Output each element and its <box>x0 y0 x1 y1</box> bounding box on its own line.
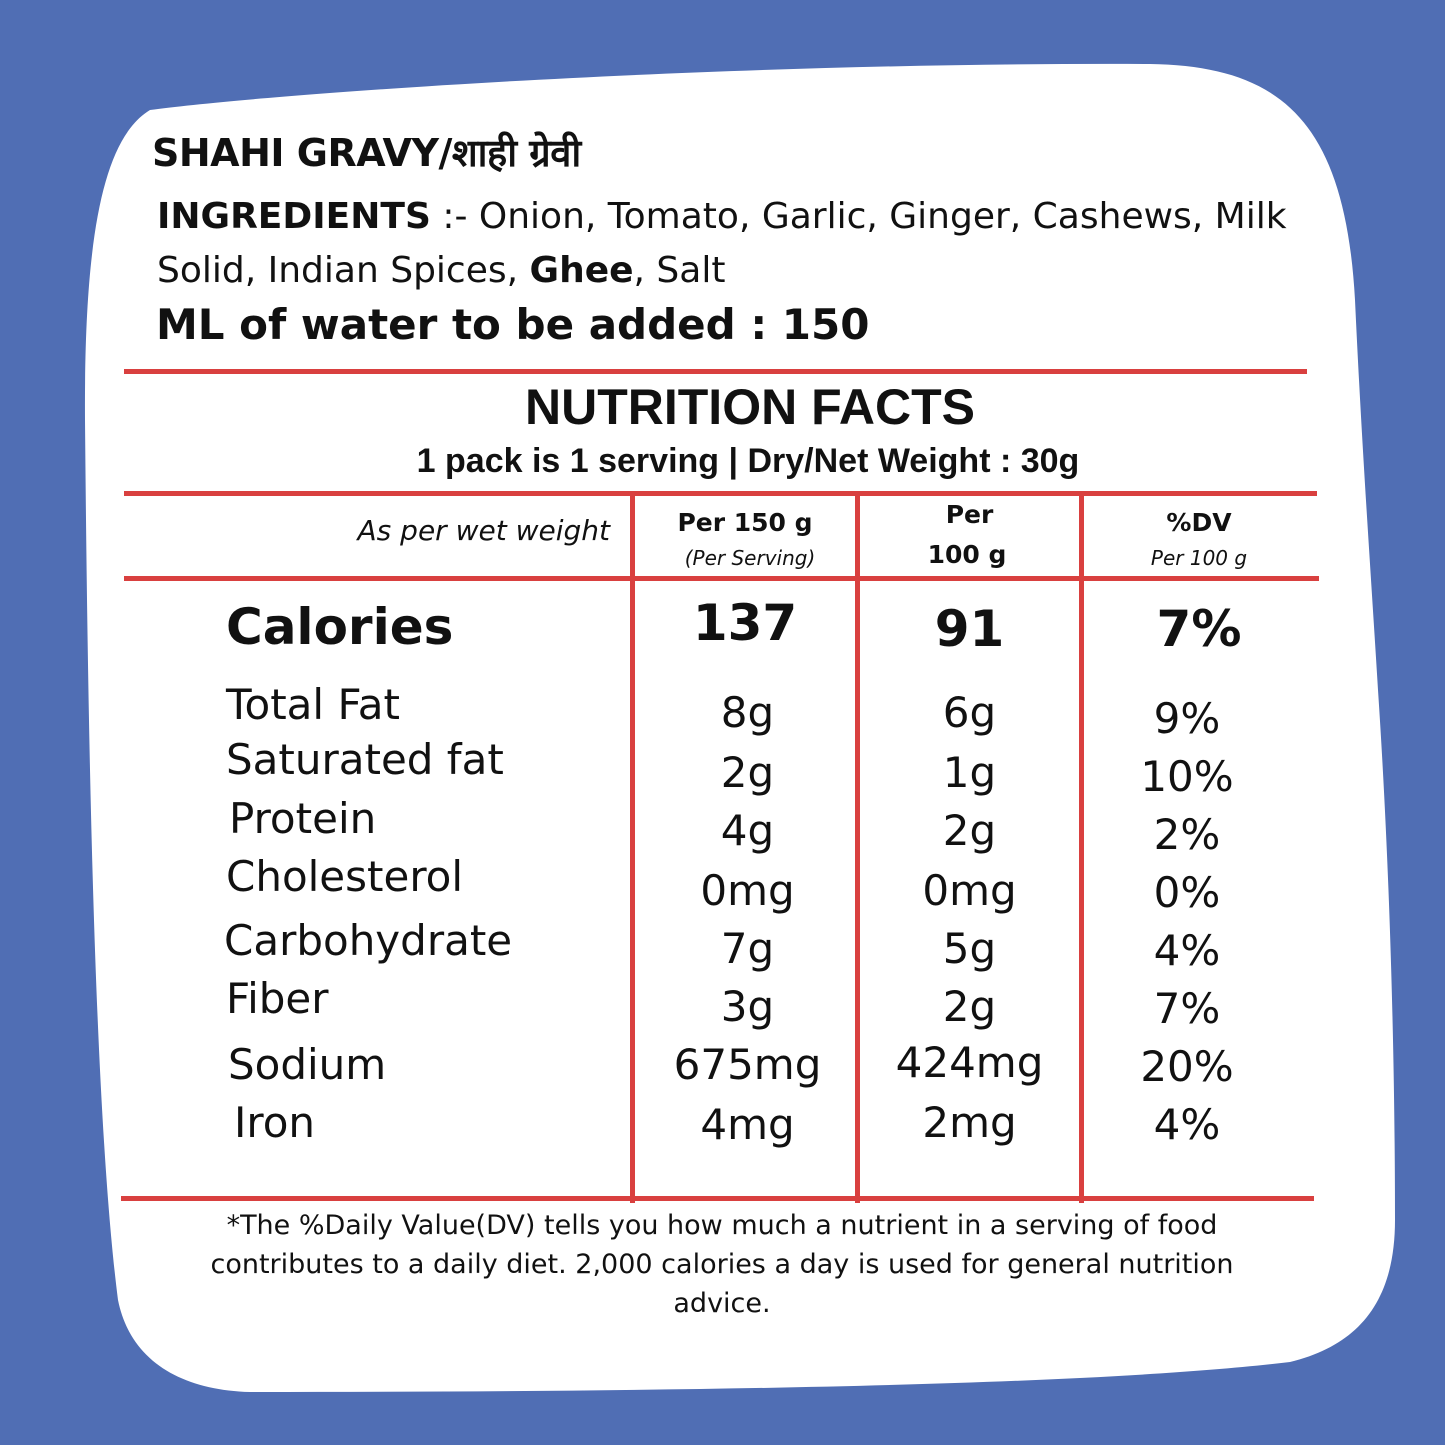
table-header-bottom-rule <box>124 576 1319 581</box>
table-bottom-rule <box>121 1196 1314 1201</box>
calories-per-serving: 137 <box>692 594 798 652</box>
nutrient-dv: 4% <box>1153 1100 1221 1149</box>
nutrient-dv: 9% <box>1153 694 1221 743</box>
col-header-dv: %DV <box>1166 508 1232 537</box>
divider-top <box>124 369 1307 374</box>
nutrient-per-serving: 4g <box>720 806 775 855</box>
nutrient-per-serving: 3g <box>720 982 775 1031</box>
ingredient-ghee: Ghee <box>529 250 634 291</box>
nutrient-dv: 2% <box>1153 810 1221 859</box>
dv-footnote: *The %Daily Value(DV) tells you how much… <box>210 1210 1234 1319</box>
table-header-top-rule <box>124 491 1317 496</box>
ingredients-separator: :- <box>430 196 479 237</box>
serving-info: 1 pack is 1 serving | Dry/Net Weight : 3… <box>416 442 1080 480</box>
product-title: SHAHI GRAVY/शाही ग्रेवी <box>152 131 581 175</box>
nutrient-per-100g: 0mg <box>922 866 1017 915</box>
nutrient-per-100g: 1g <box>942 748 997 797</box>
nutrient-label: Total Fat <box>226 680 400 729</box>
col-subheader-per-serving: (Per Serving) <box>684 546 816 570</box>
nutrient-label: Fiber <box>226 974 329 1023</box>
nutrient-per-100g: 2mg <box>922 1098 1017 1147</box>
column-divider-1 <box>630 493 635 1203</box>
column-divider-2 <box>855 493 860 1203</box>
ingredients-text: INGREDIENTS :- Onion, Tomato, Garlic, Gi… <box>157 190 1307 298</box>
nutrient-per-100g: 2g <box>942 806 997 855</box>
nutrient-per-serving: 0mg <box>700 866 795 915</box>
water-instruction: ML of water to be added : 150 <box>156 300 870 349</box>
nutrient-dv: 4% <box>1153 926 1221 975</box>
nutrient-per-100g: 2g <box>942 982 997 1031</box>
nutrient-per-100g: 424mg <box>895 1038 1044 1087</box>
nutrient-label: Saturated fat <box>226 735 504 784</box>
col-subheader-dv: Per 100 g <box>1150 546 1248 570</box>
nutrient-label: Carbohydrate <box>224 916 513 965</box>
nutrient-per-100g: 5g <box>942 924 997 973</box>
nutrient-dv: 10% <box>1140 752 1234 801</box>
calories-label: Calories <box>226 598 454 656</box>
nutrient-per-serving: 2g <box>720 748 775 797</box>
col-header-per-serving: Per 150 g <box>677 508 813 537</box>
calories-per-100g: 91 <box>934 600 1005 658</box>
calories-dv: 7% <box>1156 600 1242 658</box>
nutrient-per-serving: 675mg <box>673 1040 822 1089</box>
nutrient-dv: 7% <box>1153 984 1221 1033</box>
ingredients-list-part1: Onion, Tomato, Garlic, Ginger, Cashews, … <box>157 196 1287 291</box>
nutrient-per-100g: 6g <box>942 688 997 737</box>
col-header-per-100g: Per <box>945 500 994 529</box>
nutrient-label: Cholesterol <box>226 852 464 901</box>
ingredients-label: INGREDIENTS <box>157 196 431 237</box>
nutrient-per-serving: 8g <box>720 688 775 737</box>
nutrient-dv: 0% <box>1153 868 1221 917</box>
nutrient-label: Protein <box>229 794 377 843</box>
nutrient-per-serving: 7g <box>720 924 775 973</box>
col-subheader-per-100g: 100 g <box>927 540 1007 569</box>
nutrient-per-serving: 4mg <box>700 1100 795 1149</box>
header-note: As per wet weight <box>357 514 610 547</box>
ingredients-list-part2: , Salt <box>633 250 726 291</box>
nutrition-facts-title: NUTRITION FACTS <box>525 379 975 435</box>
nutrient-label: Iron <box>234 1098 316 1147</box>
nutrient-dv: 20% <box>1140 1042 1234 1091</box>
nutrient-label: Sodium <box>228 1040 387 1089</box>
column-divider-3 <box>1079 493 1084 1203</box>
